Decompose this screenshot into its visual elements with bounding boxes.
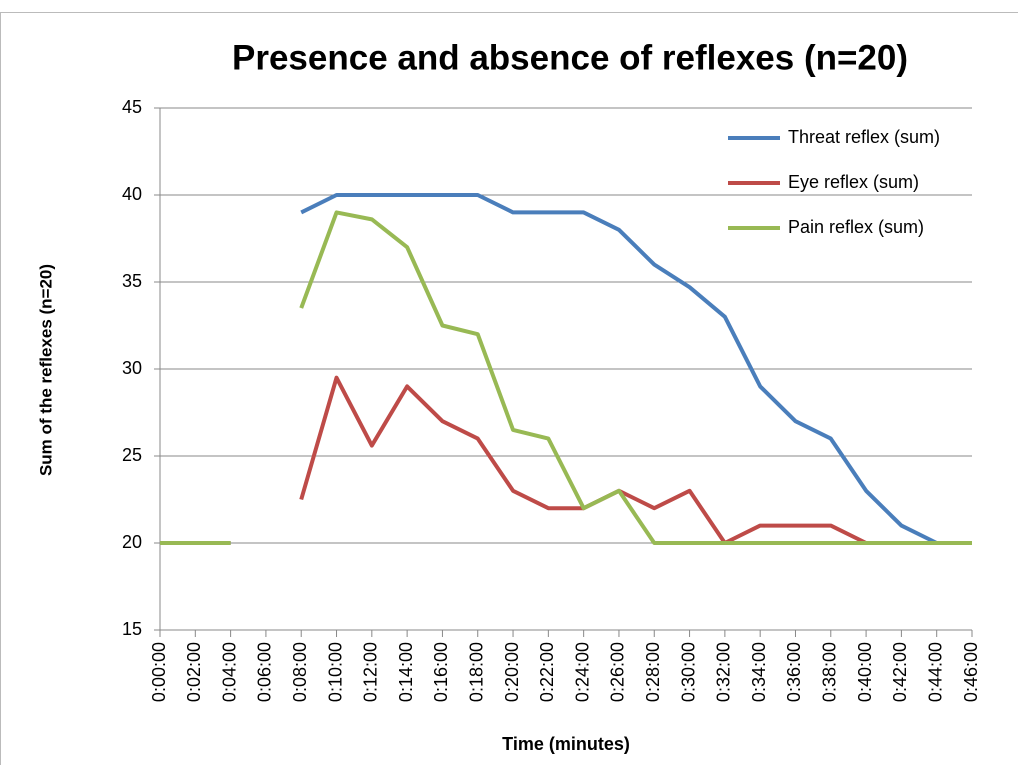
series-line <box>299 210 972 545</box>
x-tick-label: 0:12:00 <box>361 642 381 702</box>
x-tick-label: 0:32:00 <box>714 642 734 702</box>
y-axis-title: Sum of the reflexes (n=20) <box>36 264 55 476</box>
x-tick-label: 0:00:00 <box>149 642 169 702</box>
y-tick-label: 15 <box>122 619 142 639</box>
x-tick-label: 0:24:00 <box>572 642 592 702</box>
x-tick-label: 0:02:00 <box>184 642 204 702</box>
x-tick-label: 0:14:00 <box>396 642 416 702</box>
x-tick-label: 0:28:00 <box>643 642 663 702</box>
chart-title: Presence and absence of reflexes (n=20) <box>232 38 908 77</box>
x-tick-label: 0:38:00 <box>820 642 840 702</box>
series-line <box>300 193 972 545</box>
legend-label: Threat reflex (sum) <box>788 127 940 147</box>
y-tick-label: 40 <box>122 184 142 204</box>
x-tick-label: 0:26:00 <box>608 642 628 702</box>
x-tick-label: 0:10:00 <box>325 642 345 702</box>
x-axis-title: Time (minutes) <box>502 734 630 754</box>
y-tick-label: 25 <box>122 445 142 465</box>
x-tick-label: 0:44:00 <box>925 642 945 702</box>
x-tick-label: 0:18:00 <box>466 642 486 702</box>
x-tick-label: 0:06:00 <box>255 642 275 702</box>
x-tick-label: 0:42:00 <box>890 642 910 702</box>
x-tick-label: 0:40:00 <box>855 642 875 702</box>
chart-border <box>0 12 1018 765</box>
y-tick-label: 20 <box>122 532 142 552</box>
x-tick-label: 0:30:00 <box>678 642 698 702</box>
x-tick-label: 0:36:00 <box>784 642 804 702</box>
legend-label: Pain reflex (sum) <box>788 217 924 237</box>
x-tick-label: 0:46:00 <box>961 642 981 702</box>
x-tick-label: 0:20:00 <box>502 642 522 702</box>
x-tick-label: 0:04:00 <box>219 642 239 702</box>
x-tick-label: 0:22:00 <box>537 642 557 702</box>
x-tick-label: 0:16:00 <box>431 642 451 702</box>
legend-label: Eye reflex (sum) <box>788 172 919 192</box>
y-tick-label: 35 <box>122 271 142 291</box>
series-line <box>299 375 972 545</box>
y-tick-label: 30 <box>122 358 142 378</box>
x-tick-label: 0:08:00 <box>290 642 310 702</box>
x-tick-label: 0:34:00 <box>749 642 769 702</box>
y-tick-label: 45 <box>122 97 142 117</box>
